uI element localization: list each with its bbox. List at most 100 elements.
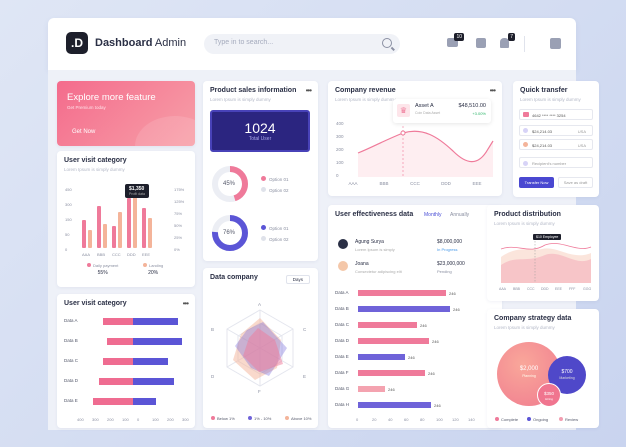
x-tick-label: FFF [569, 287, 576, 291]
legend-swatch [87, 263, 91, 267]
x-tick-label: 200 [167, 417, 174, 422]
user-amount: $8,000,000 [437, 239, 463, 245]
app-logo: .D [66, 32, 88, 54]
x-tick-label: BBB [513, 287, 521, 291]
company-revenue-card: Company revenue Lorem Ipsum is simply du… [328, 81, 502, 196]
x-tick-label: 20 [372, 417, 377, 422]
days-select[interactable]: Days [285, 275, 310, 284]
user-icon [523, 161, 528, 166]
asset-tooltip: ♛ Asset A Coin Data Asset $48,510.00 +3.… [393, 99, 491, 123]
decor-circle [135, 116, 195, 146]
card-title: User visit category [64, 300, 127, 307]
legend-label: Above 10% [291, 416, 312, 421]
search-icon[interactable] [382, 38, 392, 48]
distribution-line [500, 243, 592, 250]
search-input[interactable]: Type in to search... [204, 34, 400, 54]
recipient-field[interactable]: Recipient's number [519, 157, 593, 168]
bar-positive [133, 338, 182, 345]
x-tick-label: 140 [468, 417, 475, 422]
legend-swatch [211, 416, 215, 420]
x-tick-label: AAA [82, 252, 91, 257]
card-subtitle: Lorem Ipsum is simply dummy [64, 167, 125, 172]
x-tick-label: 60 [404, 417, 409, 422]
x-tick-label: 0 [356, 417, 359, 422]
save-draft-button[interactable]: Save as draft [558, 177, 593, 188]
y-tick-label: 100 [336, 160, 344, 165]
x-tick-label: 200 [107, 417, 114, 422]
bar [103, 224, 107, 248]
bar-value: 246 [453, 307, 460, 312]
user-effectiveness-card: User effectiveness data Monthly Annually… [328, 205, 502, 428]
card-subtitle: Lorem Ipsum is simply dummy [335, 97, 396, 102]
amount-field[interactable]: $24,214.03 USA [519, 125, 593, 136]
x-tick-label: 100 [122, 417, 129, 422]
bar [358, 370, 425, 376]
bar-negative [93, 398, 133, 405]
app-title: Dashboard Admin [95, 37, 187, 49]
user-icon[interactable] [476, 38, 486, 48]
distribution-area-chart [500, 241, 592, 283]
bar [358, 306, 450, 312]
coin-icon [523, 142, 528, 147]
profile-icon[interactable] [550, 38, 561, 49]
bar-value: 246 [449, 291, 456, 296]
crown-icon: ♛ [397, 104, 410, 117]
legend-item: Below 1% [211, 416, 235, 421]
mail-icon[interactable]: 10 [447, 33, 464, 47]
user-status: In Progress [437, 247, 458, 252]
x-tick-label: EEE [142, 252, 151, 257]
x-tick-label: CCC [527, 287, 535, 291]
y-tick-label: 0 [65, 247, 68, 252]
card-subtitle: Lorem Ipsum is simply dummy [494, 325, 555, 330]
amount-field[interactable]: $24,214.03 USA [519, 139, 593, 150]
legend-label: Review [565, 417, 579, 422]
row-label: Data E [335, 354, 349, 359]
y-tick-label: 75% [174, 211, 183, 216]
more-icon[interactable]: ••• [305, 86, 312, 95]
tab-annually[interactable]: Annually [450, 212, 470, 218]
bar-value: 246 [432, 339, 439, 344]
transfer-now-button[interactable]: Transfer Now [519, 177, 554, 188]
card-number-field[interactable]: 4642 **** **** 3254 [519, 109, 593, 120]
legend-value: 20% [148, 270, 159, 276]
distribution-area-1 [501, 248, 591, 283]
more-icon[interactable]: ••• [489, 86, 496, 95]
x-tick-label: BBB [97, 252, 106, 257]
bar [133, 192, 137, 248]
bar [127, 198, 131, 248]
x-tick-label: EEE [555, 287, 563, 291]
legend-value: 55% [97, 270, 108, 276]
distribution-area-2 [501, 253, 591, 283]
tab-monthly[interactable]: Monthly [424, 212, 442, 218]
legend-item: Above 10% [285, 416, 311, 421]
y-tick-label: 50% [174, 223, 183, 228]
x-tick-label: DDD [127, 252, 136, 257]
row-label: Data D [64, 378, 79, 383]
row-label: Data D [335, 338, 350, 343]
bar [148, 218, 152, 248]
bar [358, 354, 405, 360]
legend-label: Daily payment [93, 263, 119, 268]
x-tick-label: 80 [420, 417, 425, 422]
card-title: Product sales information [210, 87, 297, 94]
explore-subtitle: Get Premium today [67, 105, 106, 110]
legend-swatch [527, 417, 531, 421]
user-visit-card-1: User visit category Lorem Ipsum is simpl… [57, 151, 195, 287]
asset-name: Asset A [415, 103, 434, 109]
legend-item: Complete [495, 417, 518, 422]
row-label: Data H [335, 402, 350, 407]
bell-icon[interactable]: 7 [500, 33, 515, 48]
amount-value: $24,214.03 [532, 143, 553, 148]
get-now-button[interactable]: Get Now [72, 129, 96, 135]
x-tick-label: DDD [441, 181, 451, 186]
avatar [338, 261, 348, 271]
card-subtitle: Lorem Ipsum is simply dummy [210, 97, 271, 102]
radar-axis-label: D [211, 374, 215, 379]
quick-transfer-card: Quick transfer Lorem Ipsum is simply dum… [513, 81, 599, 197]
avatar [338, 239, 348, 249]
bar [82, 220, 86, 248]
x-tick-label: 300 [182, 417, 189, 422]
more-icon[interactable]: ••• [182, 299, 189, 308]
search-placeholder: Type in to search... [214, 39, 274, 46]
card-subtitle: Lorem Ipsum is simply dummy [494, 221, 555, 226]
